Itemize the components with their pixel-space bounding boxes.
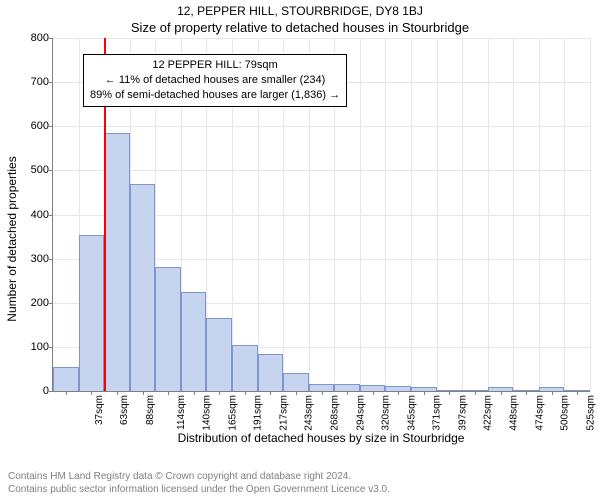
- xtick-mark: [424, 391, 425, 395]
- annotation-line-1: 12 PEPPER HILL: 79sqm: [90, 58, 340, 73]
- xtick-mark: [245, 391, 246, 395]
- annotation-line-3: 89% of semi-detached houses are larger (…: [90, 88, 340, 103]
- xtick-label: 294sqm: [355, 395, 366, 431]
- histogram-bar: [283, 373, 309, 391]
- xtick-label: 243sqm: [304, 395, 315, 431]
- xtick-mark: [475, 391, 476, 395]
- page-header: 12, PEPPER HILL, STOURBRIDGE, DY8 1BJ: [0, 0, 600, 18]
- gridline-horizontal: [53, 38, 590, 39]
- histogram-bar: [181, 292, 207, 391]
- xtick-label: 140sqm: [202, 395, 213, 431]
- histogram-bar: [258, 354, 284, 392]
- xtick-mark: [526, 391, 527, 395]
- xtick-mark: [501, 391, 502, 395]
- ytick-label: 700: [31, 76, 53, 88]
- xtick-label: 525sqm: [585, 395, 596, 431]
- xtick-label: 165sqm: [227, 395, 238, 431]
- xtick-label: 268sqm: [330, 395, 341, 431]
- xtick-label: 37sqm: [94, 395, 105, 425]
- gridline-horizontal: [53, 170, 590, 171]
- histogram-bar: [79, 235, 105, 391]
- xtick-mark: [91, 391, 92, 395]
- xtick-mark: [168, 391, 169, 395]
- ytick-label: 200: [31, 297, 53, 309]
- gridline-vertical: [360, 38, 361, 391]
- xtick-mark: [117, 391, 118, 395]
- xtick-label: 191sqm: [253, 395, 264, 431]
- xtick-label: 474sqm: [534, 395, 545, 431]
- xtick-mark: [449, 391, 450, 395]
- xtick-label: 371sqm: [432, 395, 443, 431]
- chart-title: Size of property relative to detached ho…: [0, 18, 600, 37]
- histogram-bar: [53, 367, 79, 391]
- histogram-plot: 010020030040050060070080037sqm63sqm88sqm…: [52, 38, 590, 392]
- histogram-bar: [539, 387, 565, 391]
- xtick-mark: [194, 391, 195, 395]
- xtick-mark: [143, 391, 144, 395]
- gridline-vertical: [411, 38, 412, 391]
- ytick-label: 500: [31, 164, 53, 176]
- gridline-vertical: [590, 38, 591, 391]
- ytick-label: 300: [31, 253, 53, 265]
- xtick-label: 88sqm: [145, 395, 156, 425]
- xtick-mark: [398, 391, 399, 395]
- xtick-mark: [219, 391, 220, 395]
- xtick-label: 397sqm: [457, 395, 468, 431]
- xtick-label: 217sqm: [278, 395, 289, 431]
- histogram-bar: [411, 387, 437, 391]
- footer-line-1: Contains HM Land Registry data © Crown c…: [8, 471, 390, 484]
- histogram-bar: [385, 386, 411, 391]
- xtick-mark: [270, 391, 271, 395]
- histogram-bar: [206, 318, 232, 391]
- xtick-mark: [577, 391, 578, 395]
- histogram-bar: [437, 390, 463, 391]
- footer-line-2: Contains public sector information licen…: [8, 484, 390, 497]
- annotation-line-2: ← 11% of detached houses are smaller (23…: [90, 73, 340, 88]
- xtick-label: 448sqm: [509, 395, 520, 431]
- xtick-mark: [347, 391, 348, 395]
- annotation-box: 12 PEPPER HILL: 79sqm ← 11% of detached …: [83, 54, 347, 107]
- xtick-label: 345sqm: [406, 395, 417, 431]
- xtick-mark: [373, 391, 374, 395]
- histogram-bar: [488, 387, 514, 391]
- xtick-label: 114sqm: [175, 395, 186, 430]
- xtick-label: 320sqm: [381, 395, 392, 431]
- histogram-bar: [155, 267, 181, 391]
- histogram-bar: [564, 390, 590, 391]
- ytick-label: 400: [31, 209, 53, 221]
- ytick-label: 0: [43, 385, 53, 397]
- ytick-label: 800: [31, 32, 53, 44]
- ytick-label: 100: [31, 341, 53, 353]
- xtick-mark: [322, 391, 323, 395]
- xtick-mark: [296, 391, 297, 395]
- histogram-bar: [232, 345, 258, 391]
- gridline-vertical: [462, 38, 463, 391]
- gridline-horizontal: [53, 126, 590, 127]
- footer-attribution: Contains HM Land Registry data © Crown c…: [8, 471, 390, 496]
- xtick-label: 63sqm: [119, 395, 130, 425]
- histogram-bar: [130, 184, 156, 391]
- histogram-bar: [104, 133, 130, 391]
- xtick-label: 500sqm: [560, 395, 571, 431]
- histogram-bar: [309, 384, 335, 392]
- gridline-vertical: [385, 38, 386, 391]
- gridline-vertical: [564, 38, 565, 391]
- histogram-bar: [360, 385, 386, 391]
- xtick-label: 422sqm: [483, 395, 494, 431]
- gridline-vertical: [488, 38, 489, 391]
- histogram-bar: [462, 390, 488, 391]
- histogram-bar: [513, 390, 539, 391]
- gridline-vertical: [539, 38, 540, 391]
- y-axis-label: Number of detached properties: [5, 156, 19, 321]
- gridline-vertical: [513, 38, 514, 391]
- gridline-vertical: [437, 38, 438, 391]
- histogram-bar: [334, 384, 360, 391]
- x-axis-label: Distribution of detached houses by size …: [52, 431, 590, 445]
- xtick-mark: [66, 391, 67, 395]
- xtick-mark: [552, 391, 553, 395]
- ytick-label: 600: [31, 120, 53, 132]
